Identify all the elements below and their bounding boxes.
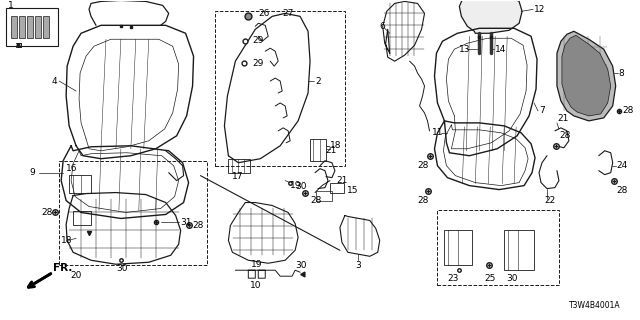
Text: 28: 28 [559, 131, 570, 140]
Polygon shape [562, 35, 611, 116]
Text: 28: 28 [41, 208, 52, 217]
Text: 20: 20 [70, 271, 82, 280]
Text: 6: 6 [380, 22, 385, 31]
Text: FR.: FR. [53, 263, 72, 273]
Bar [216, 12, 345, 166]
Text: 21: 21 [325, 146, 337, 155]
Bar [330, 183, 344, 193]
Text: 14: 14 [495, 45, 507, 54]
Bar [69, 175, 91, 193]
Text: 12: 12 [534, 5, 545, 14]
Text: 26: 26 [259, 9, 269, 18]
Text: 2: 2 [315, 76, 321, 85]
Text: 24: 24 [617, 161, 628, 170]
Bar [28, 16, 33, 38]
Text: 18: 18 [61, 236, 73, 245]
Bar [73, 212, 91, 225]
Text: 19: 19 [290, 181, 301, 190]
Text: 21: 21 [557, 114, 568, 124]
Text: 11: 11 [431, 128, 443, 137]
Bar [44, 16, 49, 38]
Bar [310, 139, 326, 161]
Bar [19, 16, 26, 38]
Text: 10: 10 [250, 281, 261, 290]
Bar [504, 230, 534, 270]
Text: 28: 28 [623, 107, 634, 116]
Text: 28: 28 [417, 196, 429, 205]
Bar [444, 230, 472, 265]
Bar [59, 161, 207, 265]
Text: 28: 28 [617, 186, 628, 195]
Text: 30: 30 [295, 182, 307, 191]
Text: 29: 29 [252, 59, 264, 68]
Text: 30: 30 [506, 274, 518, 283]
Bar [6, 8, 58, 46]
Bar [438, 211, 559, 285]
Text: 16: 16 [66, 164, 77, 173]
Text: 13: 13 [460, 45, 471, 54]
Text: 19: 19 [250, 260, 262, 269]
Text: 30: 30 [295, 261, 307, 270]
Text: 15: 15 [347, 186, 358, 195]
Text: 1: 1 [8, 1, 14, 10]
Text: 3: 3 [355, 261, 361, 270]
Text: 22: 22 [544, 196, 556, 205]
Text: 27: 27 [282, 9, 294, 18]
Text: 28: 28 [310, 196, 321, 205]
Text: 28: 28 [417, 161, 429, 170]
Text: 7: 7 [539, 107, 545, 116]
Text: 18: 18 [330, 141, 342, 150]
Bar [35, 16, 41, 38]
Text: 4: 4 [51, 76, 57, 85]
Bar [228, 159, 250, 173]
Text: 31: 31 [180, 218, 192, 227]
Polygon shape [557, 31, 616, 121]
Text: 23: 23 [447, 274, 459, 283]
Text: T3W4B4001A: T3W4B4001A [569, 300, 621, 309]
Bar [12, 16, 17, 38]
Text: 30: 30 [116, 264, 127, 273]
Polygon shape [460, 0, 522, 33]
Text: 28: 28 [193, 221, 204, 230]
Bar [316, 191, 332, 201]
Text: 17: 17 [232, 172, 244, 181]
Text: 25: 25 [484, 274, 495, 283]
Text: 8: 8 [619, 68, 625, 78]
Text: 21: 21 [336, 176, 348, 185]
Text: 9: 9 [29, 168, 35, 177]
Text: 29: 29 [252, 36, 264, 45]
